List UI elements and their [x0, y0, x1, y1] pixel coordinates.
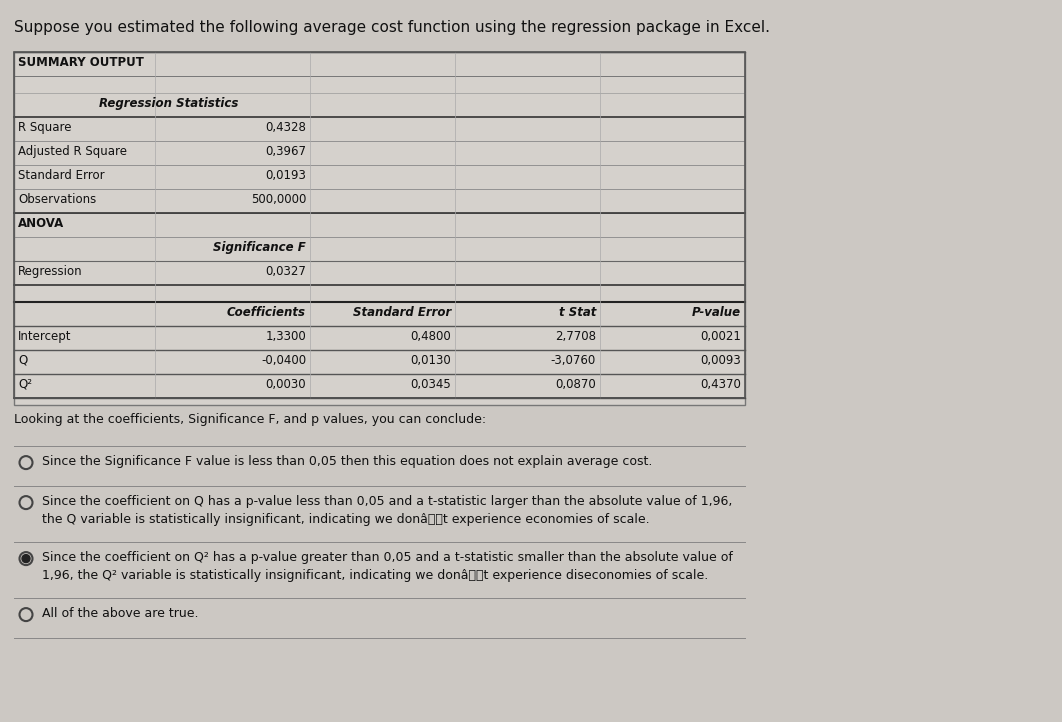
Text: Adjusted R Square: Adjusted R Square [18, 145, 127, 158]
Text: R Square: R Square [18, 121, 71, 134]
Text: 0,0870: 0,0870 [555, 378, 596, 391]
Text: 500,0000: 500,0000 [251, 193, 306, 206]
Text: P-value: P-value [691, 305, 741, 318]
Text: Q: Q [18, 354, 28, 367]
Text: 1,3300: 1,3300 [266, 330, 306, 343]
Text: 0,0193: 0,0193 [266, 169, 306, 182]
Text: Looking at the coefficients, Significance F, and p values, you can conclude:: Looking at the coefficients, Significanc… [14, 412, 486, 425]
Text: Since the coefficient on Q² has a p-value greater than 0,05 and a t-statistic sm: Since the coefficient on Q² has a p-valu… [42, 551, 733, 564]
Text: 2,7708: 2,7708 [555, 330, 596, 343]
Circle shape [22, 554, 30, 562]
Text: 0,4370: 0,4370 [700, 378, 741, 391]
Text: 0,0093: 0,0093 [700, 354, 741, 367]
Text: Coefficients: Coefficients [227, 305, 306, 318]
Text: -3,0760: -3,0760 [551, 354, 596, 367]
Text: Since the Significance F value is less than 0,05 then this equation does not exp: Since the Significance F value is less t… [42, 455, 652, 468]
Text: Q²: Q² [18, 378, 32, 391]
Text: 0,4800: 0,4800 [410, 330, 451, 343]
Text: Observations: Observations [18, 193, 97, 206]
Text: 1,96, the Q² variable is statistically insignificant, indicating we donât expe: 1,96, the Q² variable is statistically i… [42, 569, 708, 582]
Text: ANOVA: ANOVA [18, 217, 64, 230]
Text: 0,4328: 0,4328 [266, 121, 306, 134]
Text: t Stat: t Stat [559, 305, 596, 318]
Text: Standard Error: Standard Error [353, 305, 451, 318]
Text: 0,0345: 0,0345 [410, 378, 451, 391]
Text: Regression: Regression [18, 265, 83, 278]
Text: Standard Error: Standard Error [18, 169, 105, 182]
Text: the Q variable is statistically insignificant, indicating we donât experience : the Q variable is statistically insignif… [42, 513, 650, 526]
Text: Intercept: Intercept [18, 330, 71, 343]
Text: 0,0021: 0,0021 [700, 330, 741, 343]
Bar [14, 52, 746, 405]
Text: 0,0327: 0,0327 [266, 265, 306, 278]
Text: 0,0030: 0,0030 [266, 378, 306, 391]
Text: Since the coefficient on Q has a p-value less than 0,05 and a t-statistic larger: Since the coefficient on Q has a p-value… [42, 495, 733, 508]
Text: Suppose you estimated the following average cost function using the regression p: Suppose you estimated the following aver… [14, 20, 770, 35]
Text: All of the above are true.: All of the above are true. [42, 606, 199, 619]
Bar [14, 52, 746, 398]
Text: Regression Statistics: Regression Statistics [100, 97, 239, 110]
Text: Significance F: Significance F [213, 241, 306, 254]
Text: SUMMARY OUTPUT: SUMMARY OUTPUT [18, 56, 143, 69]
Text: 0,3967: 0,3967 [266, 145, 306, 158]
Text: 0,0130: 0,0130 [410, 354, 451, 367]
Text: -0,0400: -0,0400 [261, 354, 306, 367]
